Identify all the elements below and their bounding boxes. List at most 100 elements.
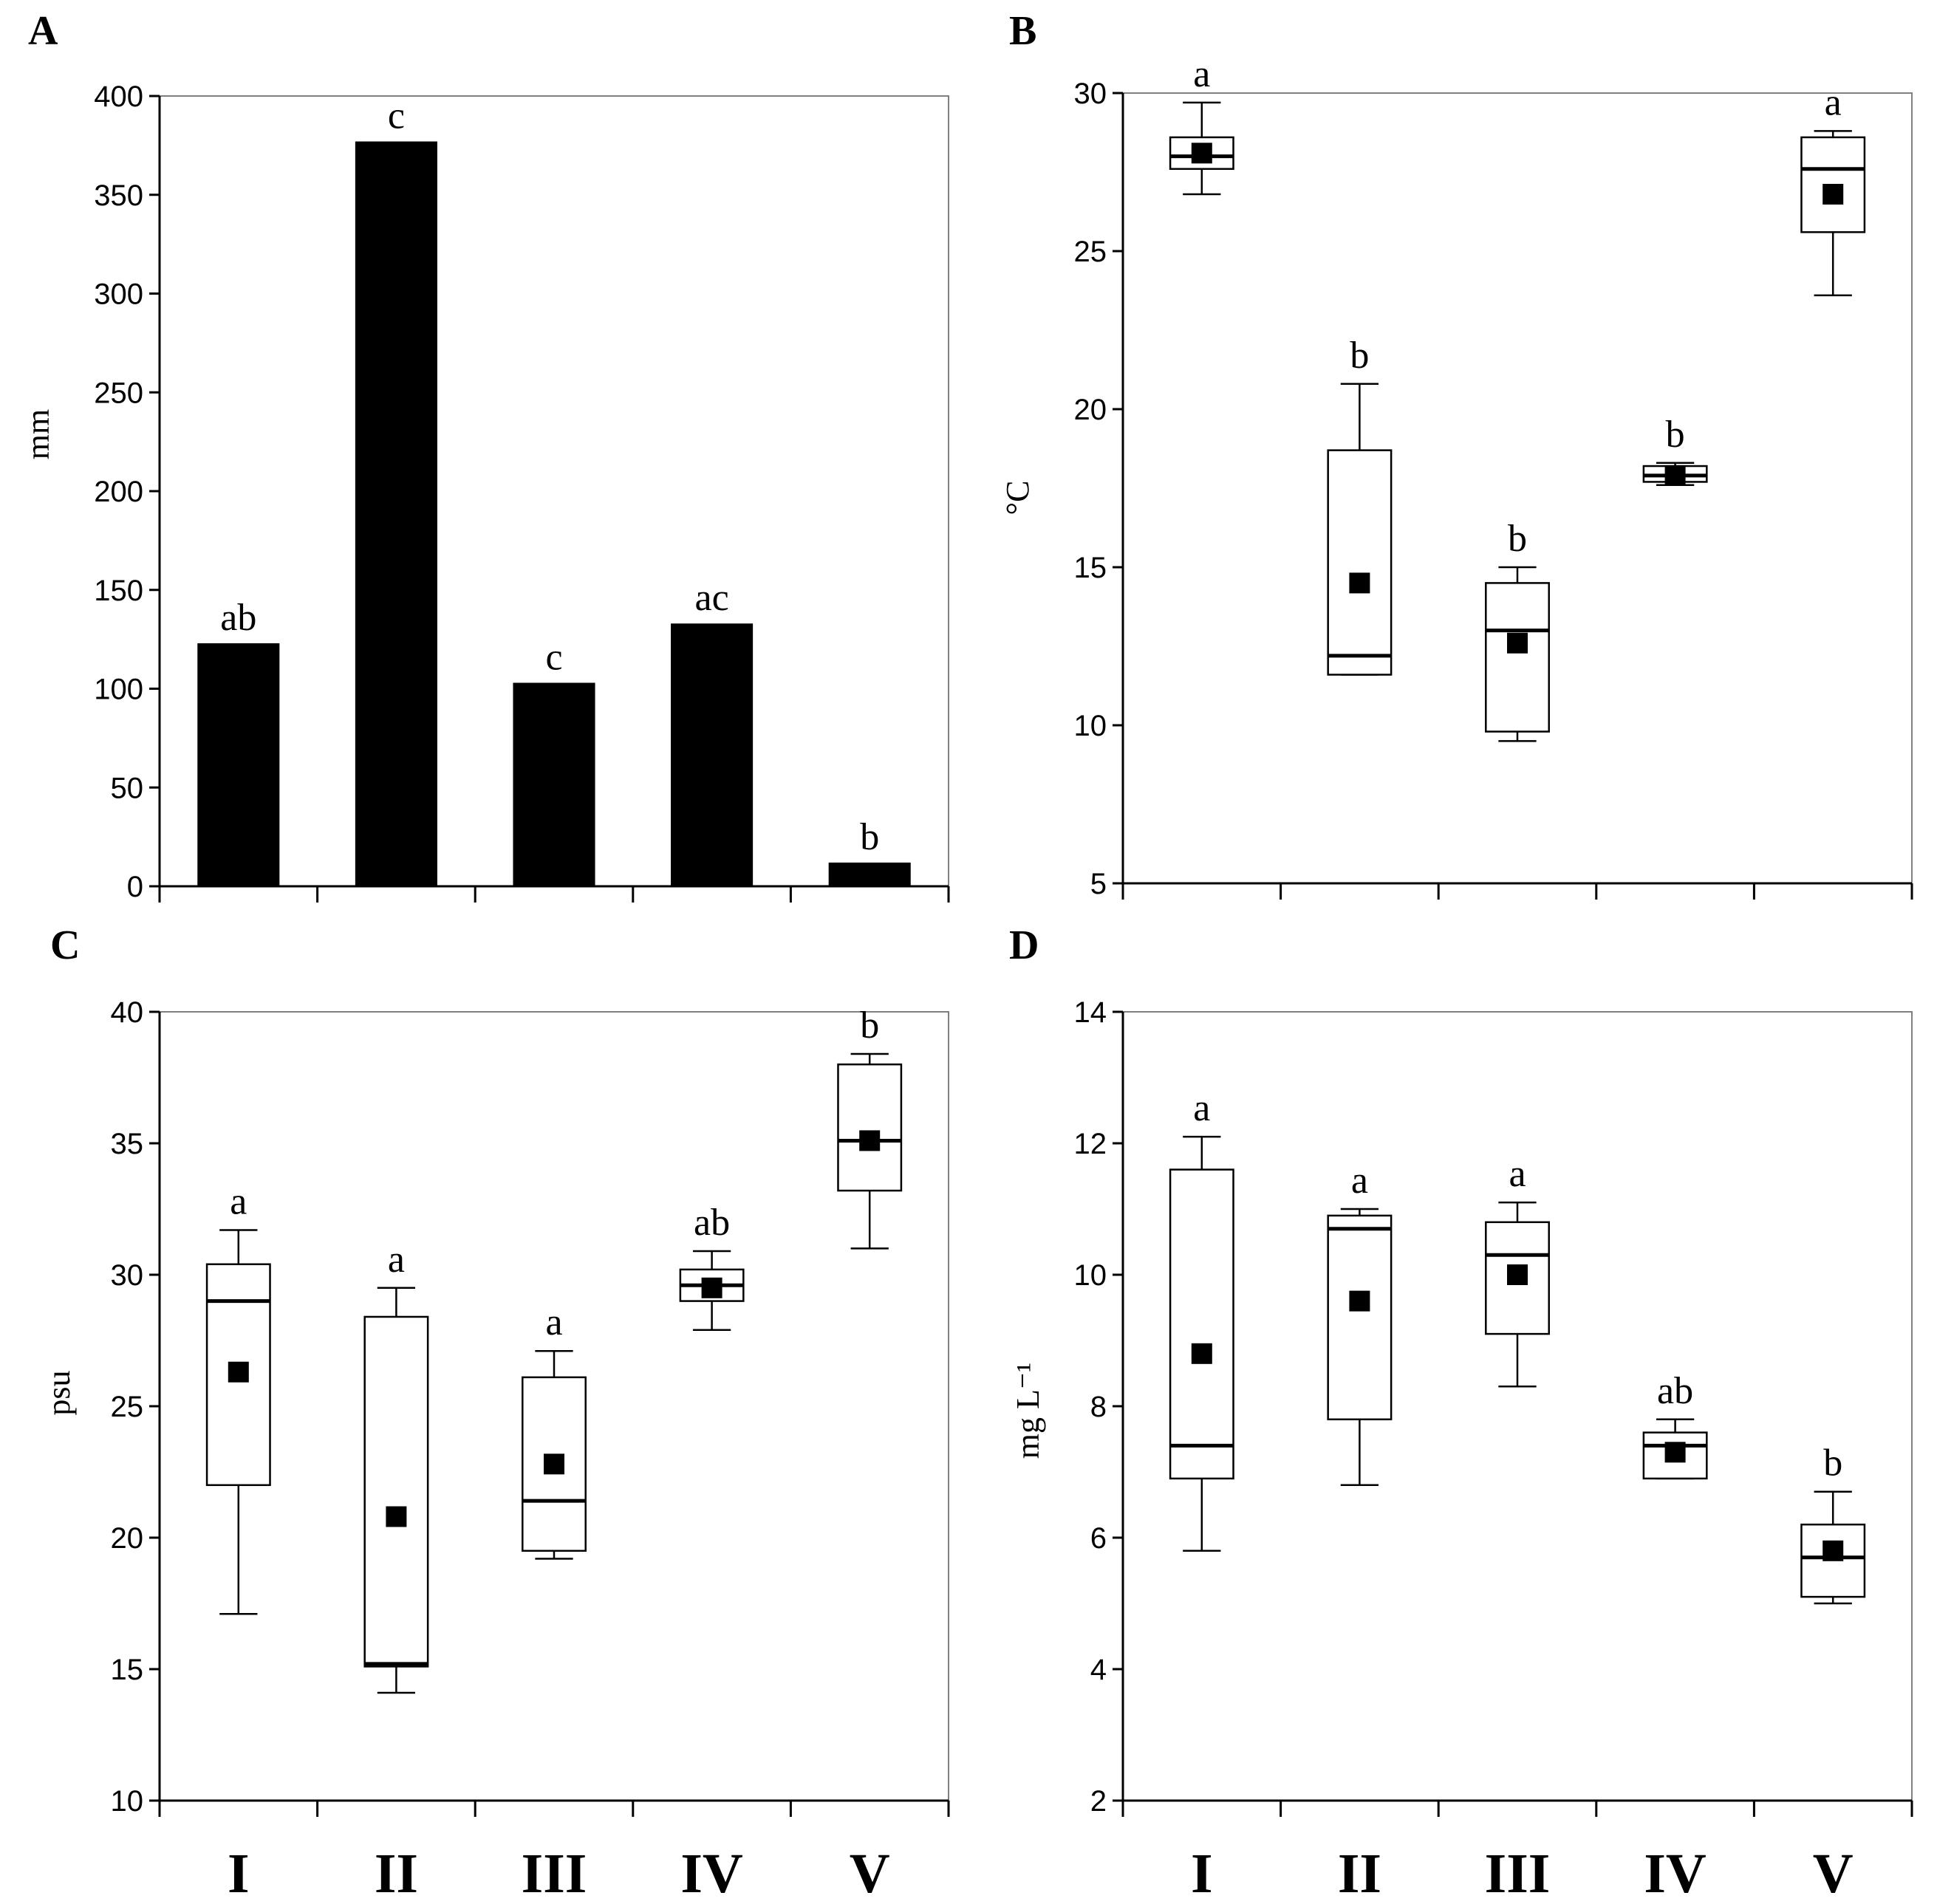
panel-b-plot: 5 10 15 20 25 30 a b b b a <box>1074 53 1913 900</box>
panel-c-sig-letter: b <box>860 1004 879 1047</box>
panel-d-mean-marker <box>1191 1343 1212 1364</box>
panel-b-mean-marker <box>1507 632 1528 654</box>
panel-d-y-tick-label: 10 <box>1074 1259 1107 1292</box>
panel-d-category-label: V <box>1813 1843 1854 1904</box>
panel-d-letter: D <box>1009 922 1039 968</box>
panel-b-box <box>1800 136 1866 233</box>
panel-b-y-tick-label: 25 <box>1074 236 1107 268</box>
panel-d-box <box>1169 1168 1234 1480</box>
panel-b-sig-letter: a <box>1825 81 1842 123</box>
panel-a-y-tick-label: 50 <box>111 772 144 804</box>
panel-a-y-tick-label: 300 <box>94 278 143 311</box>
panel-d-y-tick-label: 8 <box>1090 1391 1107 1423</box>
panel-d-category-label: I <box>1191 1843 1213 1904</box>
panel-a-sig-letter: ab <box>220 597 256 639</box>
panel-b: B °C 5 10 15 20 25 30 a b b b a <box>1000 8 1913 900</box>
panel-b-mean-marker <box>1822 183 1844 205</box>
panel-b-sig-letter: b <box>1350 335 1369 377</box>
panel-d-mean-marker <box>1664 1442 1686 1463</box>
panel-b-y-tick-label: 15 <box>1074 552 1107 584</box>
panel-c-sig-letter: a <box>545 1301 562 1343</box>
panel-c-plot: 10 15 20 25 30 35 40 a a a ab b <box>111 996 950 1818</box>
panel-c-category-label: I <box>228 1843 250 1904</box>
panel-b-letter: B <box>1009 8 1036 54</box>
panel-a-bar <box>513 682 595 886</box>
panel-c-sig-letter: a <box>388 1239 405 1281</box>
panel-d-mean-marker <box>1822 1540 1844 1561</box>
panel-c-box <box>363 1315 429 1668</box>
panel-a: A mm 0 50 100 150 200 250 300 350 400 ab c c ac b <box>20 8 950 903</box>
panel-a-bar <box>355 141 437 886</box>
panel-b-ylabel: °C <box>1000 481 1036 516</box>
panel-b-sig-letter: b <box>1508 518 1527 560</box>
panel-a-y-tick-label: 250 <box>94 377 143 409</box>
panel-c-y-tick-label: 30 <box>111 1259 144 1292</box>
panel-c-sig-letter: a <box>230 1180 247 1222</box>
panel-c-category-label: IV <box>680 1843 743 1904</box>
panel-d-box <box>1327 1214 1393 1421</box>
panel-c-y-tick-label: 10 <box>111 1785 144 1818</box>
panel-c-sig-letter: ab <box>694 1202 730 1244</box>
panel-a-sig-letter: c <box>388 95 405 137</box>
panel-c-mean-marker <box>859 1130 881 1151</box>
panel-d-mean-marker <box>1349 1290 1370 1312</box>
panel-a-y-tick-label: 350 <box>94 179 143 212</box>
panel-b-y-tick-label: 10 <box>1074 710 1107 742</box>
panel-b-y-tick-label: 5 <box>1090 868 1107 900</box>
panel-c: C psu 10 15 20 25 30 35 40 a a a ab b <box>41 922 950 1818</box>
panel-a-y-tick-label: 150 <box>94 575 143 607</box>
panel-c-mean-marker <box>386 1506 407 1527</box>
panel-a-plot: 0 50 100 150 200 250 300 350 400 ab c c ac b <box>94 81 950 903</box>
panel-d-mean-marker <box>1507 1264 1528 1285</box>
panel-a-bar <box>828 862 911 886</box>
panel-c-box <box>837 1063 903 1192</box>
panel-d-y-tick-label: 2 <box>1090 1785 1107 1818</box>
panel-a-y-tick-label: 0 <box>127 871 143 903</box>
panel-d-sig-letter: a <box>1509 1153 1526 1195</box>
panel-d-y-tick-label: 6 <box>1090 1522 1107 1555</box>
panel-a-sig-letter: c <box>545 636 562 678</box>
panel-c-y-tick-label: 20 <box>111 1522 144 1555</box>
panel-c-y-tick-label: 15 <box>111 1654 144 1686</box>
panel-b-box <box>1485 582 1550 733</box>
panel-d-y-tick-label: 4 <box>1090 1654 1107 1686</box>
panel-b-box <box>1327 449 1393 676</box>
panel-d-sig-letter: a <box>1193 1087 1210 1129</box>
panel-b-sig-letter: b <box>1666 414 1685 456</box>
panel-a-sig-letter: ac <box>695 577 729 619</box>
panel-a-y-tick-label: 200 <box>94 476 143 508</box>
panel-a-bar <box>197 643 280 886</box>
panel-a-y-tick-label: 100 <box>94 674 143 706</box>
panel-c-y-tick-label: 25 <box>111 1391 144 1423</box>
panel-a-ylabel: mm <box>20 409 56 459</box>
panel-d: D mg L⁻¹ 2 4 6 8 10 12 14 a a a ab b <box>1009 922 1913 1818</box>
panel-d-sig-letter: ab <box>1657 1370 1693 1412</box>
panel-c-ylabel: psu <box>41 1370 77 1415</box>
panel-d-sig-letter: b <box>1823 1442 1842 1484</box>
panel-c-category-label: III <box>522 1843 587 1904</box>
panel-d-category-label: III <box>1485 1843 1551 1904</box>
panel-b-y-tick-label: 20 <box>1074 394 1107 426</box>
panel-c-y-tick-label: 40 <box>111 996 144 1029</box>
panel-a-y-tick-label: 400 <box>94 81 143 113</box>
panel-b-mean-marker <box>1349 572 1370 594</box>
panel-d-category-label: IV <box>1644 1843 1707 1904</box>
panel-a-sig-letter: b <box>860 816 879 858</box>
panel-d-y-tick-label: 12 <box>1074 1128 1107 1160</box>
panel-c-y-tick-label: 35 <box>111 1128 144 1160</box>
panel-b-mean-marker <box>1191 143 1212 164</box>
panel-d-category-label: II <box>1338 1843 1381 1904</box>
panel-c-category-label: II <box>375 1843 418 1904</box>
panel-d-sig-letter: a <box>1351 1160 1368 1202</box>
panel-d-y-tick-label: 14 <box>1074 996 1107 1029</box>
panel-c-mean-marker <box>544 1453 564 1475</box>
panel-d-plot: 2 4 6 8 10 12 14 a a a ab b <box>1074 996 1913 1818</box>
panel-a-bar <box>671 623 754 886</box>
category-labels: I II III IV V I II III IV V <box>228 1843 1854 1904</box>
panel-b-sig-letter: a <box>1193 53 1210 95</box>
panel-a-letter: A <box>28 8 58 54</box>
panel-c-mean-marker <box>228 1361 249 1383</box>
panel-c-letter: C <box>50 922 80 968</box>
panel-d-ylabel: mg L⁻¹ <box>1010 1363 1046 1459</box>
